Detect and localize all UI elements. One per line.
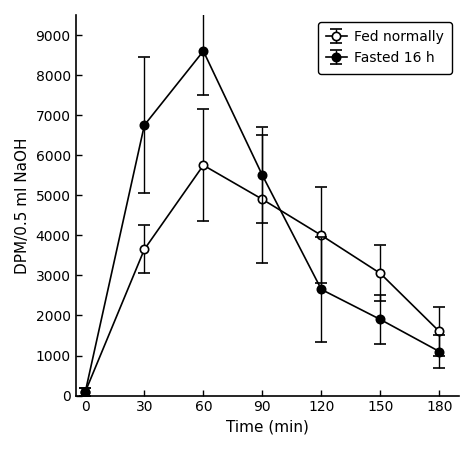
X-axis label: Time (min): Time (min): [226, 420, 309, 435]
Y-axis label: DPM/0.5 ml NaOH: DPM/0.5 ml NaOH: [15, 137, 30, 274]
Legend: Fed normally, Fasted 16 h: Fed normally, Fasted 16 h: [318, 22, 452, 73]
